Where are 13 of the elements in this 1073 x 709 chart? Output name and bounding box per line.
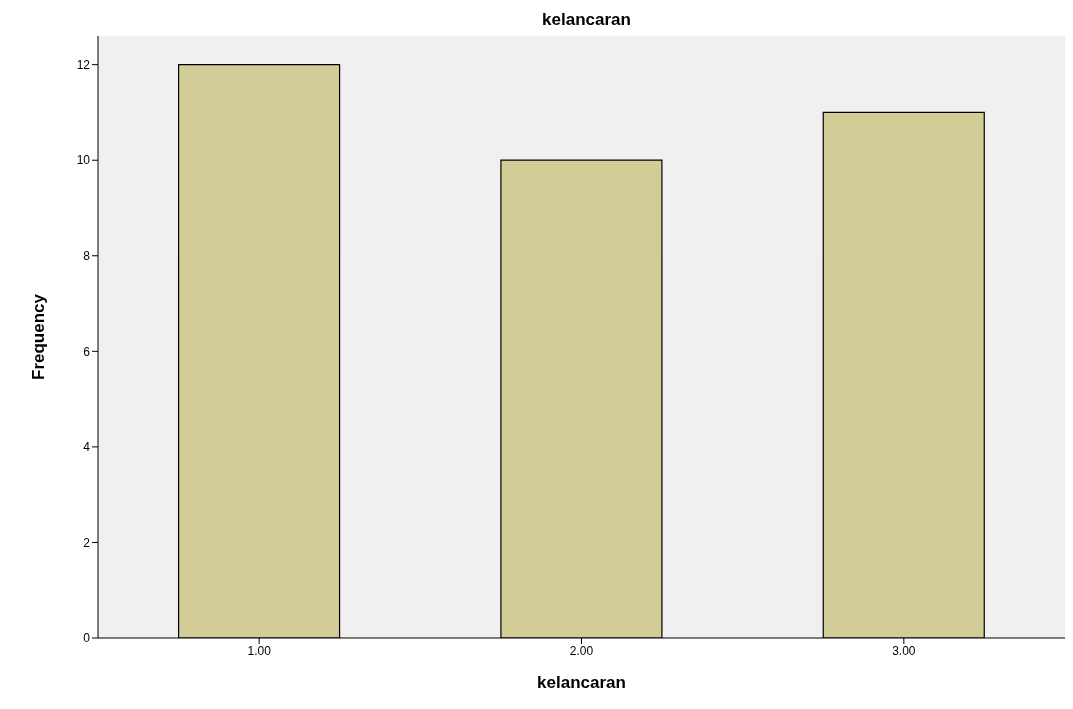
y-tick-label: 0 <box>83 631 91 646</box>
y-tick-label: 10 <box>76 153 91 168</box>
y-tick-label: 2 <box>83 535 91 550</box>
y-tick-label: 12 <box>76 57 91 72</box>
y-tick-label: 4 <box>83 440 91 455</box>
x-tick-label: 1.00 <box>247 643 272 658</box>
y-tick-label: 6 <box>83 344 91 359</box>
x-tick-label: 3.00 <box>892 643 916 658</box>
x-axis-title: kelancaran <box>537 673 626 692</box>
y-axis-title: Frequency <box>29 293 49 380</box>
x-tick-label: 2.00 <box>569 643 594 658</box>
y-tick-label: 8 <box>83 249 91 264</box>
chart-title: kelancaran <box>541 10 632 30</box>
